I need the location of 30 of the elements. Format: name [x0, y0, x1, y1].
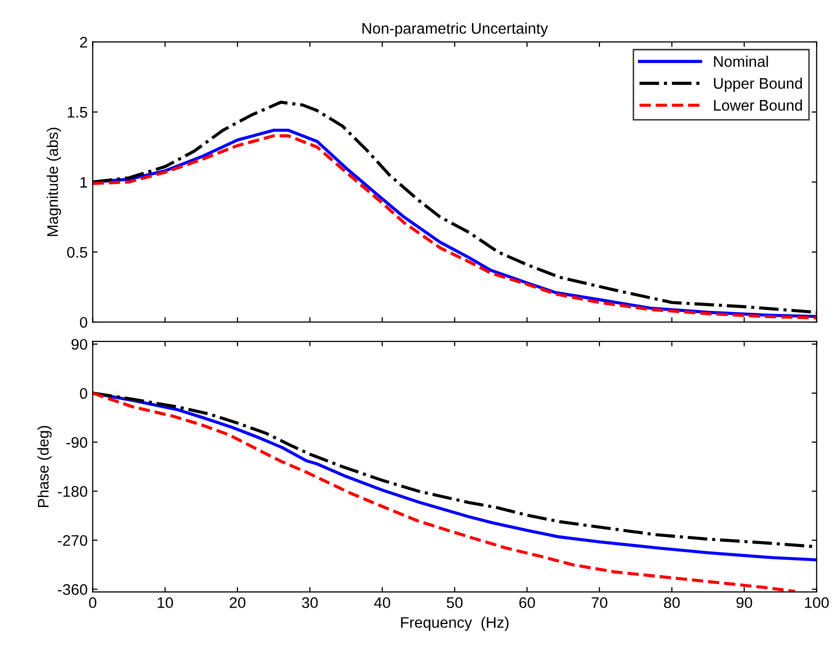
y-tick-label: 90 [72, 338, 88, 350]
y-tick-label: 0.5 [67, 246, 88, 258]
x-tick-label: 80 [664, 597, 680, 608]
x-tick-label: 100 [805, 597, 829, 608]
x-tick-label: 70 [592, 597, 608, 608]
x-tick-label: 60 [519, 597, 535, 608]
y-tick-label: -90 [66, 437, 88, 448]
x-tick-label: 0 [89, 597, 96, 608]
x-tick-label: 90 [736, 597, 752, 608]
y-tick-label: -180 [58, 486, 88, 497]
legend-label: Nominal [714, 56, 768, 67]
y-tick-label: 0 [80, 316, 88, 328]
y-tick-label: 2 [80, 36, 88, 48]
legend-label: Lower Bound [714, 99, 802, 111]
x-tick-label: 20 [230, 597, 246, 608]
y-tick-label: -270 [58, 535, 88, 546]
y-tick-label: 0 [80, 388, 88, 399]
line-series [92, 392, 796, 592]
y-axis-title: Magnitude (abs) [46, 128, 62, 236]
x-tick-label: 40 [374, 597, 390, 608]
y-axis-title: Phase (deg) [37, 426, 52, 508]
x-tick-label: 10 [158, 597, 173, 608]
chart-title: Non-parametric Uncertainty [362, 22, 548, 37]
y-tick-label: -360 [58, 584, 88, 595]
y-tick-label: 1.5 [68, 107, 88, 118]
x-axis-title: Frequency (Hz) [401, 616, 508, 631]
x-tick-label: 50 [446, 597, 463, 608]
x-tick-label: 30 [302, 597, 318, 608]
y-tick-label: 1 [80, 177, 88, 188]
legend-label: Upper Bound [714, 78, 802, 92]
